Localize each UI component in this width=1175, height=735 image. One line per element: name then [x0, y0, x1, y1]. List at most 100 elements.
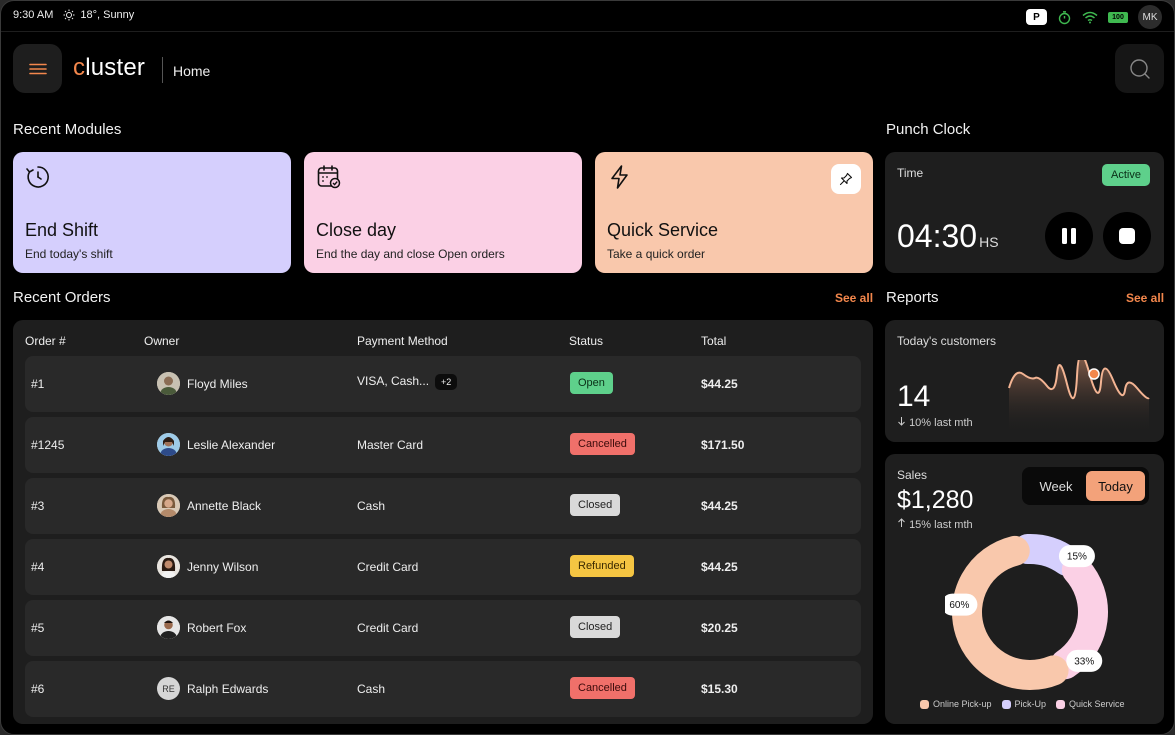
sales-value: $1,280: [897, 486, 974, 514]
reports-title: Reports: [886, 289, 939, 306]
order-total: $20.25: [701, 621, 738, 635]
order-number: #5: [31, 621, 45, 635]
payment-method: Master Card: [357, 438, 424, 452]
sun-icon: [63, 9, 75, 21]
status-badge: Closed: [570, 616, 621, 638]
toggle-week[interactable]: Week: [1039, 478, 1073, 494]
data-label: 33%: [1066, 649, 1103, 672]
period-toggle: Week Today: [1022, 467, 1149, 505]
parking-badge: P: [1026, 9, 1047, 25]
pause-button[interactable]: [1045, 212, 1093, 260]
owner-cell: Jenny Wilson: [157, 555, 258, 578]
svg-text:33%: 33%: [1074, 656, 1094, 667]
stop-icon: [1119, 228, 1135, 244]
avatar: [157, 372, 180, 395]
breadcrumb[interactable]: Home: [173, 63, 211, 79]
data-label: 15%: [1058, 545, 1095, 568]
owner-cell: Annette Black: [157, 494, 261, 517]
search-icon: [1129, 58, 1150, 79]
avatar: [157, 494, 180, 517]
avatar: RE: [157, 677, 180, 700]
order-total: $171.50: [701, 438, 745, 452]
status-badge: Cancelled: [570, 677, 635, 699]
module-close-day[interactable]: Close day End the day and close Open ord…: [304, 152, 582, 273]
column-header-total[interactable]: Total: [701, 334, 727, 348]
clock-time: 9:30 AM: [13, 9, 54, 21]
orders-table: Order # Owner Payment Method Status Tota…: [13, 320, 873, 724]
svg-text:60%: 60%: [949, 600, 969, 611]
user-avatar[interactable]: MK: [1138, 5, 1162, 29]
legend-item: Quick Service: [1056, 699, 1125, 709]
table-row[interactable]: #6 RE Ralph Edwards Cash Cancelled $15.3…: [25, 661, 861, 717]
customers-card[interactable]: Today's customers 14 10% last mth: [885, 320, 1164, 442]
customers-label: Today's customers: [897, 334, 996, 348]
punch-clock-label: Time: [897, 166, 924, 180]
battery-indicator: 100: [1108, 11, 1128, 23]
status-badge: Cancelled: [570, 433, 635, 455]
search-button[interactable]: [1115, 44, 1164, 93]
status-badge: Closed: [570, 494, 621, 516]
owner-cell: Floyd Miles: [157, 372, 248, 395]
owner-name: Floyd Miles: [187, 376, 248, 391]
sales-card: Sales $1,280 15% last mth Week Today 60%…: [885, 454, 1164, 724]
status-badge: Active: [1102, 164, 1150, 186]
column-header-owner[interactable]: Owner: [144, 334, 180, 348]
owner-cell: Leslie Alexander: [157, 433, 275, 456]
orders-see-all-link[interactable]: See all: [835, 291, 874, 305]
module-quick-service[interactable]: Quick Service Take a quick order: [595, 152, 873, 273]
punch-clock-card: Time Active 04:30 HS: [885, 152, 1164, 273]
module-title: Quick Service: [607, 220, 719, 240]
svg-text:15%: 15%: [1067, 552, 1087, 563]
column-header-order[interactable]: Order #: [25, 334, 66, 348]
order-total: $15.30: [701, 682, 738, 696]
reports-see-all-link[interactable]: See all: [1126, 291, 1165, 305]
status-bar: 9:30 AM 18°, Sunny P 100 MK: [1, 1, 1174, 32]
sales-donut-chart: 60% 15% 33%: [945, 534, 1108, 690]
customers-sparkline: [1008, 360, 1150, 435]
calendar-check-icon: [317, 165, 341, 189]
arrow-up-icon: [898, 518, 905, 527]
payment-method: Cash: [357, 499, 386, 513]
menu-button[interactable]: [13, 44, 62, 93]
table-row[interactable]: #1245 Leslie Alexander Master Card Cance…: [25, 417, 861, 473]
chart-legend: Online Pick-up Pick-Up Quick Service: [920, 699, 1125, 709]
owner-cell: Robert Fox: [157, 616, 246, 639]
toggle-today[interactable]: Today: [1086, 471, 1145, 501]
owner-name: Annette Black: [187, 498, 262, 513]
legend-item: Online Pick-up: [920, 699, 992, 709]
table-row[interactable]: #5 Robert Fox Credit Card Closed $20.25: [25, 600, 861, 656]
customers-change: 10% last mth: [897, 416, 973, 429]
order-number: #6: [31, 682, 45, 696]
avatar: [157, 555, 180, 578]
owner-name: Leslie Alexander: [187, 437, 276, 452]
sales-change: 15% last mth: [897, 518, 973, 531]
column-header-status[interactable]: Status: [569, 334, 604, 348]
column-header-payment[interactable]: Payment Method: [357, 334, 448, 348]
payment-method: Credit Card: [357, 560, 419, 574]
app-logo: cluster: [73, 54, 146, 81]
table-row[interactable]: #1 Floyd Miles VISA, Cash... +2 Open $44.…: [25, 356, 861, 412]
timer-icon: [26, 166, 49, 188]
wifi-icon: [1082, 11, 1098, 23]
order-total: $44.25: [701, 560, 738, 574]
status-badge: Refunded: [570, 555, 634, 577]
order-total: $44.25: [701, 499, 738, 513]
header-divider: [162, 57, 163, 83]
avatar: [157, 433, 180, 456]
module-subtitle: End today's shift: [25, 247, 113, 261]
order-number: #1: [31, 377, 45, 391]
module-end-shift[interactable]: End Shift End today's shift: [13, 152, 291, 273]
order-number: #1245: [31, 438, 65, 452]
pin-icon: [839, 172, 853, 186]
table-row[interactable]: #4 Jenny Wilson Credit Card Refunded $44…: [25, 539, 861, 595]
stopwatch-icon: [1058, 10, 1071, 24]
order-number: #4: [31, 560, 45, 574]
stop-button[interactable]: [1103, 212, 1151, 260]
pin-button[interactable]: [831, 164, 861, 194]
table-row[interactable]: #3 Annette Black Cash Closed $44.25: [25, 478, 861, 534]
module-subtitle: End the day and close Open orders: [316, 247, 505, 261]
more-payments-badge[interactable]: +2: [435, 374, 458, 390]
customers-value: 14: [897, 380, 931, 413]
owner-name: Robert Fox: [187, 620, 247, 635]
recent-modules-title: Recent Modules: [13, 121, 122, 138]
